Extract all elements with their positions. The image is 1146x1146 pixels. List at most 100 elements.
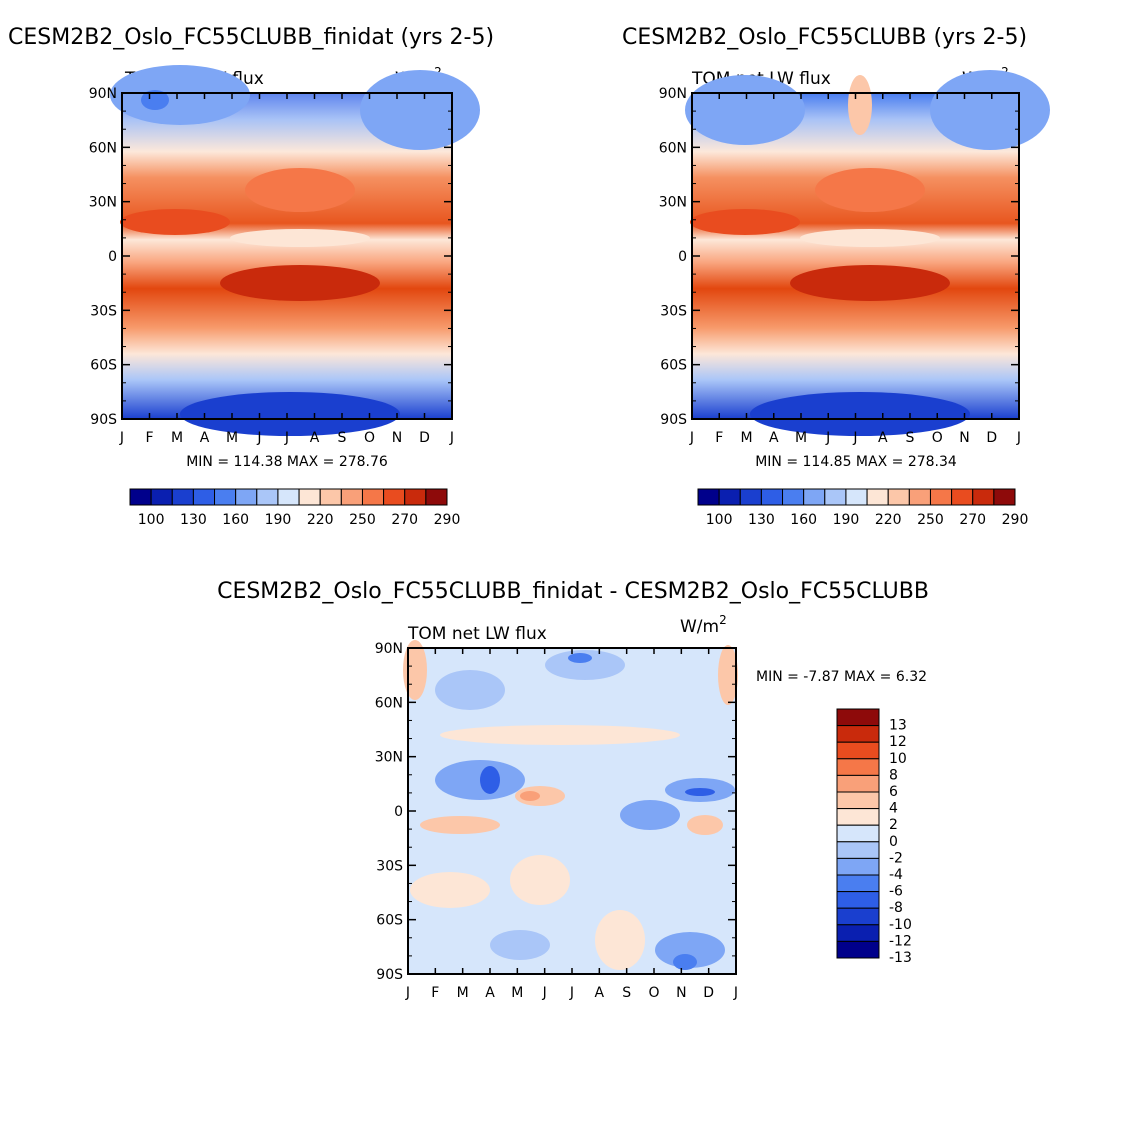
panel-1-title: CESM2B2_Oslo_FC55CLUBB_finidat (yrs 2-5) bbox=[8, 25, 494, 50]
panel-1-ytick-label: 60S bbox=[90, 358, 117, 374]
colorbar-box bbox=[824, 488, 847, 506]
colorbar-box bbox=[836, 891, 880, 909]
colorbar-label: 160 bbox=[222, 512, 249, 528]
panel-2-xtick-label: S bbox=[906, 430, 915, 446]
panel-1-xtick-label: F bbox=[145, 430, 153, 446]
colorbar-box bbox=[739, 488, 762, 506]
colorbar-box bbox=[836, 808, 880, 826]
panel-3-xtick-label: D bbox=[703, 985, 714, 1001]
panel-3-blob-midlat-warm bbox=[440, 725, 680, 745]
colorbar-box bbox=[836, 907, 880, 926]
colorbar-label: 12 bbox=[889, 734, 907, 750]
panel-1-xtick-label: M bbox=[171, 430, 183, 446]
panel-3-units-exp: 2 bbox=[719, 613, 727, 627]
panel-2-xtick-label: F bbox=[715, 430, 723, 446]
panel-1-xtick-label: J bbox=[119, 430, 124, 446]
panel-2-blob-arctic-left bbox=[685, 75, 805, 145]
panel-3-xtick-label: J bbox=[542, 985, 547, 1001]
colorbar-box bbox=[951, 488, 974, 506]
colorbar-box bbox=[836, 824, 880, 843]
panel-3-blob-arctic-cool-2 bbox=[545, 650, 625, 680]
colorbar-label: -8 bbox=[889, 900, 903, 916]
colorbar-label: 290 bbox=[1002, 512, 1029, 528]
panel-2-ytick-label: 90N bbox=[659, 86, 687, 102]
panel-3-blob-tropic-warm-core bbox=[520, 791, 540, 801]
panel-2-xtick-label: M bbox=[740, 430, 752, 446]
colorbar-label: 130 bbox=[748, 512, 775, 528]
panel-1-blob-arctic-right bbox=[360, 70, 480, 150]
panel-3-xtick-label: F bbox=[431, 985, 439, 1001]
panel-1: CESM2B2_Oslo_FC55CLUBB_finidat (yrs 2-5)… bbox=[8, 25, 494, 528]
colorbar-box bbox=[340, 488, 363, 506]
panel-1-xtick-label: O bbox=[364, 430, 375, 446]
panel-3-blob-arctic-cool-core bbox=[568, 653, 592, 663]
panel-3-blob-south-warm-1 bbox=[420, 816, 500, 834]
colorbar-box bbox=[836, 924, 880, 942]
panel-2-xtick-label: D bbox=[986, 430, 997, 446]
colorbar-box bbox=[836, 841, 880, 859]
panel-2-xtick-label: N bbox=[959, 430, 969, 446]
colorbar-box bbox=[404, 488, 427, 506]
panel-3-ytick-label: 30N bbox=[375, 750, 403, 766]
panel-1-blob-subtropic-max bbox=[120, 209, 230, 235]
panel-2-ytick-label: 0 bbox=[678, 249, 687, 265]
colorbar-box bbox=[214, 488, 237, 506]
colorbar-box bbox=[425, 488, 448, 506]
colorbar-label: 250 bbox=[917, 512, 944, 528]
panel-1-y-axis: 90N 60N 30N 0 30S 60S 90S bbox=[89, 86, 452, 428]
colorbar-label: 2 bbox=[889, 817, 898, 833]
colorbar-box bbox=[298, 488, 321, 506]
colorbar-box bbox=[845, 488, 868, 506]
panel-3-xtick-label: J bbox=[405, 985, 410, 1001]
colorbar-box bbox=[361, 488, 385, 506]
panel-3-xtick-label: J bbox=[733, 985, 738, 1001]
panel-2-xtick-label: J bbox=[825, 430, 830, 446]
panel-2-xtick-label: J bbox=[852, 430, 857, 446]
colorbar-box bbox=[256, 488, 279, 506]
panel-2-xtick-label: A bbox=[769, 430, 779, 446]
panel-2-title: CESM2B2_Oslo_FC55CLUBB (yrs 2-5) bbox=[622, 25, 1027, 50]
panel-2-blob-south-max bbox=[790, 265, 950, 301]
panel-2-ytick-label: 30S bbox=[660, 303, 687, 319]
colorbar-label: 190 bbox=[265, 512, 292, 528]
colorbar-label: 220 bbox=[875, 512, 902, 528]
panel-3-blob-antarctic-cool-1 bbox=[490, 930, 550, 960]
panel-3-xtick-label: A bbox=[595, 985, 605, 1001]
colorbar-label: 270 bbox=[391, 512, 418, 528]
panel-1-field-background bbox=[122, 93, 452, 419]
panel-1-xtick-label: A bbox=[310, 430, 320, 446]
panel-3: CESM2B2_Oslo_FC55CLUBB_finidat - CESM2B2… bbox=[217, 579, 929, 1001]
panel-3-blob-tropic-cool-2 bbox=[620, 800, 680, 830]
panel-3-xtick-label: A bbox=[485, 985, 495, 1001]
colorbar-label: -10 bbox=[889, 917, 912, 933]
colorbar-box bbox=[908, 488, 931, 506]
panel-1-ytick-label: 30S bbox=[90, 303, 117, 319]
panel-3-blob-ne-warm bbox=[718, 645, 738, 705]
panel-3-blob-south-warm-2 bbox=[687, 815, 723, 835]
colorbar-box bbox=[383, 488, 406, 506]
panel-2-xtick-label: J bbox=[689, 430, 694, 446]
panel-1-ytick-label: 90N bbox=[89, 86, 117, 102]
colorbar-label: 190 bbox=[833, 512, 860, 528]
panel-1-blob-equator-min bbox=[230, 229, 370, 247]
panel-2-blob-subtropic-north bbox=[815, 168, 925, 212]
panel-2-field bbox=[685, 70, 1050, 436]
colorbar-box bbox=[836, 940, 880, 959]
panel-2-ytick-label: 90S bbox=[660, 412, 687, 428]
colorbar-label: 130 bbox=[180, 512, 207, 528]
panel-3-ytick-label: 0 bbox=[394, 804, 403, 820]
panel-3-blob-antarctic-cool-core bbox=[673, 954, 697, 970]
colorbar-label: 290 bbox=[434, 512, 461, 528]
panel-3-variable: TOM net LW flux bbox=[407, 624, 547, 644]
panel-1-xtick-label: A bbox=[200, 430, 210, 446]
colorbar-label: -2 bbox=[889, 850, 903, 866]
panel-3-ytick-label: 30S bbox=[376, 858, 403, 874]
panel-3-blob-south-warm-4 bbox=[410, 872, 490, 908]
colorbar-box bbox=[972, 488, 995, 506]
panel-1-ytick-label: 60N bbox=[89, 140, 117, 156]
panel-2-xtick-label: O bbox=[932, 430, 943, 446]
colorbar-label: -12 bbox=[889, 933, 912, 949]
